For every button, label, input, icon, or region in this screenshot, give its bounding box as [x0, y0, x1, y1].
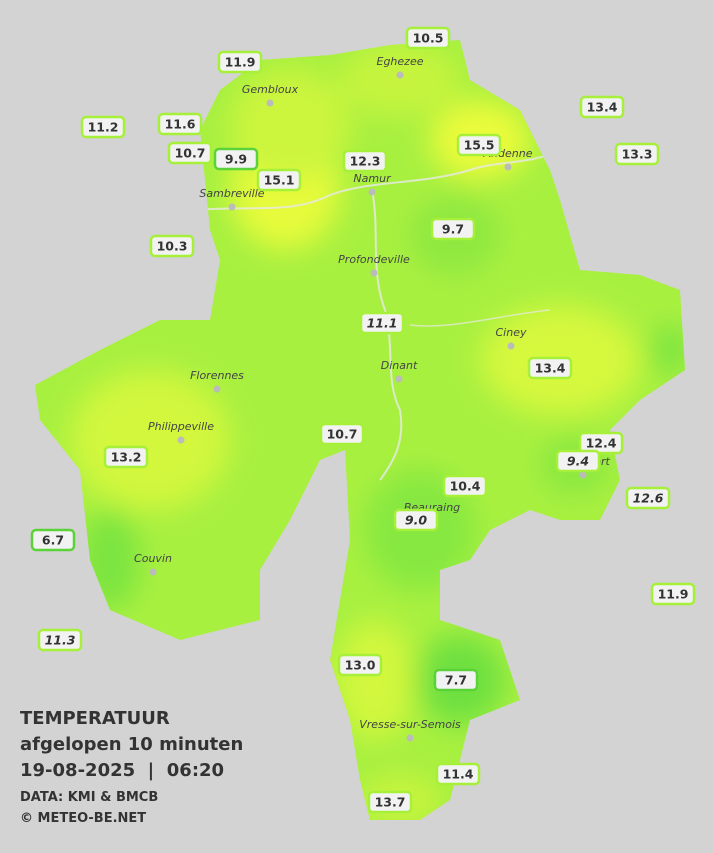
station-box [614, 142, 660, 166]
subtitle: afgelopen 10 minuten [20, 734, 243, 755]
station-value: 11.1 [367, 316, 398, 331]
station-value: 15.1 [264, 173, 295, 188]
station-box [578, 431, 624, 455]
city-label: Namur [353, 172, 392, 185]
station-box [435, 762, 481, 786]
city-dot [149, 568, 157, 576]
station-box [167, 141, 213, 165]
station-value: 9.7 [442, 222, 464, 237]
station-value: 9.9 [225, 152, 247, 167]
copyright: © METEO-BE.NET [20, 811, 146, 826]
station-box [405, 26, 451, 50]
station-box [149, 234, 195, 258]
station-value: 11.4 [443, 767, 474, 782]
station-box [442, 474, 488, 498]
city-dot [370, 269, 378, 277]
station-box [430, 217, 476, 241]
station-box [456, 133, 502, 157]
city-label: Couvin [134, 552, 172, 565]
station-value: 11.6 [165, 117, 196, 132]
station-box [433, 668, 479, 692]
city-dot [504, 163, 512, 171]
city-label: Dinant [381, 359, 418, 372]
station-value: 10.4 [450, 479, 481, 494]
city-dot [228, 203, 236, 211]
city-dot [266, 99, 274, 107]
station-value: 13.2 [111, 450, 142, 465]
station-box [393, 508, 439, 532]
station-box [256, 168, 302, 192]
station-value: 15.5 [464, 138, 495, 153]
station-value: 9.4 [567, 454, 589, 469]
station-value: 11.9 [658, 587, 689, 602]
city-label: Gembloux [242, 83, 299, 96]
station-value: 10.7 [327, 427, 358, 442]
station-value: 12.6 [633, 491, 664, 506]
station-value: 13.7 [375, 795, 406, 810]
station-value: 13.4 [587, 100, 618, 115]
city-dot [368, 188, 376, 196]
station-box [80, 115, 126, 139]
city-label: Ciney [496, 326, 527, 339]
station-value: 11.3 [45, 633, 76, 648]
timestamp: 19-08-2025 | 06:20 [20, 760, 224, 781]
station-value: 10.5 [413, 31, 444, 46]
station-value: 12.4 [586, 436, 617, 451]
station-value: 12.3 [350, 154, 381, 169]
station-value: 13.0 [345, 658, 376, 673]
station-box [337, 653, 383, 677]
station-box [367, 790, 413, 814]
city-label: Florennes [190, 369, 244, 382]
station-box [217, 50, 263, 74]
stations: 10.5 11.9 11.2 11.6 13.4 10.7 9.9 12.3 15.5 13.3 1… [30, 26, 696, 814]
station-box [359, 311, 405, 335]
station-value: 7.7 [445, 673, 467, 688]
station-value: 6.7 [42, 533, 64, 548]
station-box [555, 449, 601, 473]
station-box [625, 486, 671, 510]
station-box [157, 112, 203, 136]
station-box [319, 422, 365, 446]
city-dot [213, 385, 221, 393]
station-value: 9.0 [405, 513, 427, 528]
city-label: Profondeville [338, 253, 410, 266]
station-value: 10.3 [157, 239, 188, 254]
station-box [30, 528, 76, 552]
station-value: 13.4 [535, 361, 566, 376]
station-value: 13.3 [622, 147, 653, 162]
city-dot [177, 436, 185, 444]
city-dot [395, 375, 403, 383]
station-box [650, 582, 696, 606]
station-value: 11.9 [225, 55, 256, 70]
city-label: Eghezee [377, 55, 424, 68]
city-label: Vresse-sur-Semois [359, 718, 461, 731]
city-dot [396, 71, 404, 79]
station-value: 11.2 [88, 120, 119, 135]
city-dot [507, 342, 515, 350]
city-label: Sambreville [199, 187, 264, 200]
station-box [342, 149, 388, 173]
station-value: 10.7 [175, 146, 206, 161]
station-box [37, 628, 83, 652]
city-label: Philippeville [148, 420, 214, 433]
city-dot [406, 734, 414, 742]
city-dot [579, 471, 587, 479]
station-box [213, 147, 259, 171]
station-box [579, 95, 625, 119]
station-box [527, 356, 573, 380]
station-box [103, 445, 149, 469]
source: DATA: KMI & BMCB [20, 790, 158, 805]
title: TEMPERATUUR [20, 708, 170, 729]
